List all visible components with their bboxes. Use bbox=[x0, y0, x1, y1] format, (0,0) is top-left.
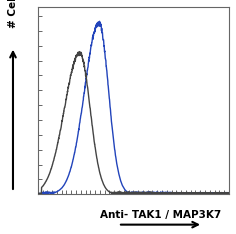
Text: Anti- TAK1 / MAP3K7: Anti- TAK1 / MAP3K7 bbox=[100, 210, 221, 220]
Text: # Cells: # Cells bbox=[8, 0, 18, 28]
